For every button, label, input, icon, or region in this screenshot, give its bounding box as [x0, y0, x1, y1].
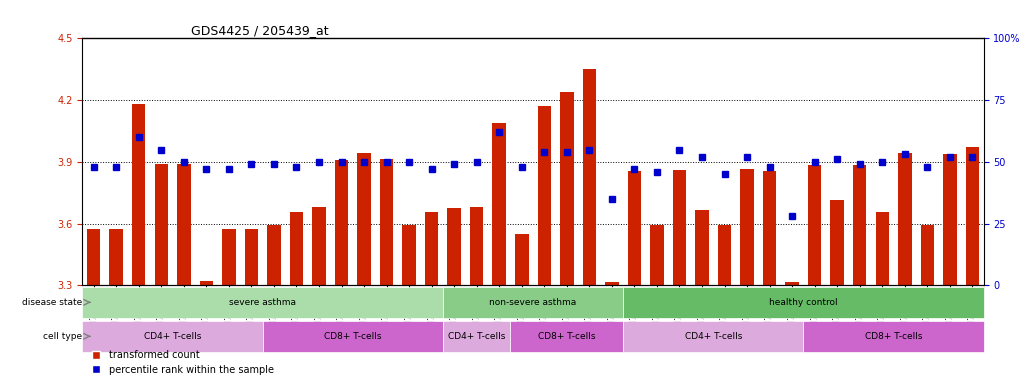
Bar [380, 159, 393, 285]
Bar [335, 160, 348, 285]
Text: CD8+ T-cells: CD8+ T-cells [538, 332, 595, 341]
Text: CD8+ T-cells: CD8+ T-cells [865, 332, 922, 341]
Bar [200, 281, 213, 285]
Bar [785, 282, 799, 285]
FancyBboxPatch shape [82, 321, 263, 352]
Bar [470, 207, 483, 285]
Bar [876, 212, 889, 285]
Bar [921, 225, 934, 285]
Text: severe asthma: severe asthma [229, 298, 297, 307]
Text: GDS4425 / 205439_at: GDS4425 / 205439_at [191, 24, 329, 37]
Bar [357, 152, 371, 285]
Bar [583, 69, 596, 285]
Bar [966, 147, 980, 285]
Bar [943, 154, 957, 285]
FancyBboxPatch shape [803, 321, 984, 352]
Bar [154, 164, 168, 285]
Bar [424, 212, 439, 285]
FancyBboxPatch shape [443, 321, 511, 352]
Bar [222, 229, 236, 285]
FancyBboxPatch shape [263, 321, 443, 352]
Legend: transformed count, percentile rank within the sample: transformed count, percentile rank withi… [88, 346, 277, 379]
Bar [741, 169, 754, 285]
Bar [560, 92, 574, 285]
Bar [267, 225, 280, 285]
Text: CD4+ T-cells: CD4+ T-cells [144, 332, 201, 341]
Text: healthy control: healthy control [769, 298, 837, 307]
Bar [109, 229, 123, 285]
Text: disease state: disease state [23, 298, 82, 307]
Bar [515, 234, 528, 285]
Bar [898, 152, 912, 285]
Text: cell type: cell type [43, 332, 82, 341]
Text: non-severe asthma: non-severe asthma [489, 298, 577, 307]
FancyBboxPatch shape [623, 287, 984, 318]
Bar [718, 225, 731, 285]
Bar [447, 208, 461, 285]
FancyBboxPatch shape [511, 321, 623, 352]
Bar [245, 229, 259, 285]
Bar [853, 165, 866, 285]
Text: CD4+ T-cells: CD4+ T-cells [448, 332, 506, 341]
Bar [763, 171, 777, 285]
Bar [538, 106, 551, 285]
Bar [177, 164, 191, 285]
Bar [403, 225, 416, 285]
Text: CD8+ T-cells: CD8+ T-cells [324, 332, 381, 341]
FancyBboxPatch shape [82, 287, 443, 318]
Bar [830, 200, 844, 285]
Bar [673, 170, 686, 285]
Bar [87, 229, 100, 285]
Bar [132, 104, 145, 285]
Text: CD4+ T-cells: CD4+ T-cells [685, 332, 742, 341]
Bar [492, 123, 506, 285]
Bar [606, 282, 619, 285]
Bar [650, 225, 663, 285]
FancyBboxPatch shape [443, 287, 623, 318]
Bar [289, 212, 303, 285]
Bar [695, 210, 709, 285]
Bar [808, 165, 821, 285]
Bar [627, 171, 641, 285]
Bar [312, 207, 325, 285]
FancyBboxPatch shape [623, 321, 803, 352]
